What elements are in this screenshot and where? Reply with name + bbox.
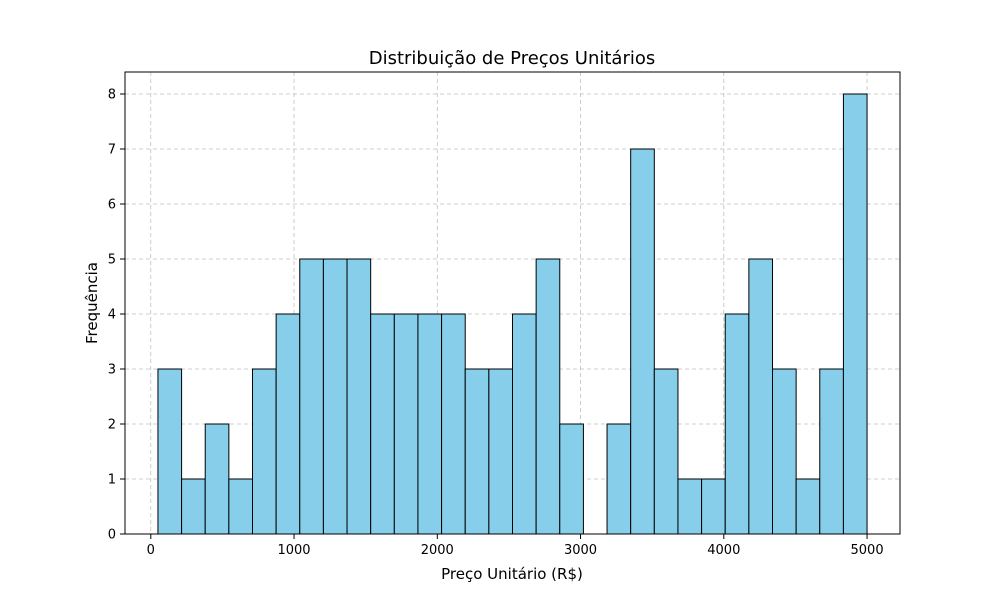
histogram-bar [819, 368, 844, 535]
x-tick-label: 4000 [707, 543, 740, 558]
y-tick-label: 5 [108, 253, 116, 268]
histogram-bar [748, 258, 774, 535]
x-tick-label: 3000 [564, 543, 597, 558]
histogram-bar [512, 313, 537, 535]
histogram-bar [464, 368, 490, 535]
histogram-bar [630, 148, 655, 535]
histogram-bar [559, 423, 584, 535]
histogram-bar [441, 313, 466, 535]
histogram-bar [701, 478, 726, 535]
y-tick-label: 2 [108, 418, 116, 433]
histogram-bar [346, 258, 372, 535]
x-axis-title: Preço Unitário (R$) [441, 565, 583, 583]
y-tick-label: 8 [108, 88, 116, 103]
histogram-bar [488, 368, 514, 535]
x-tick-label: 1000 [277, 543, 310, 558]
histogram-bar [275, 313, 301, 535]
histogram-bar [677, 478, 703, 535]
y-tick-label: 3 [108, 363, 116, 378]
y-axis-ticks: 0 1 2 3 4 5 6 7 8 [108, 88, 125, 543]
histogram-bar [204, 423, 230, 535]
histogram-bar [606, 423, 632, 535]
x-tick-label: 0 [147, 543, 155, 558]
histogram-bar [322, 258, 348, 535]
y-tick-label: 7 [108, 143, 116, 158]
x-axis-ticks: 0 1000 2000 3000 4000 5000 [147, 534, 884, 558]
x-tick-label: 2000 [421, 543, 454, 558]
histogram-bar [842, 93, 868, 535]
histogram-bar [535, 258, 561, 535]
histogram-bar [653, 368, 679, 535]
histogram-bar [251, 368, 277, 535]
chart-title: Distribuição de Preços Unitários [369, 48, 656, 69]
histogram-bar [228, 478, 253, 535]
plot-area-frame [124, 71, 901, 535]
histogram-bar [157, 368, 183, 535]
x-tick-label: 5000 [851, 543, 884, 558]
histogram-bar [299, 258, 324, 535]
histogram-bar [724, 313, 750, 535]
histogram-bar [772, 368, 797, 535]
histogram-bar [393, 313, 419, 535]
histogram-bar [795, 478, 821, 535]
histogram-bar [181, 478, 206, 535]
y-axis-title: Frequência [83, 262, 101, 344]
histogram-bar [370, 313, 395, 535]
y-tick-label: 4 [108, 308, 116, 323]
bars-group [157, 93, 868, 535]
y-tick-label: 0 [108, 528, 116, 543]
histogram-bar [417, 313, 443, 535]
y-tick-label: 1 [108, 473, 116, 488]
y-tick-label: 6 [108, 198, 116, 213]
